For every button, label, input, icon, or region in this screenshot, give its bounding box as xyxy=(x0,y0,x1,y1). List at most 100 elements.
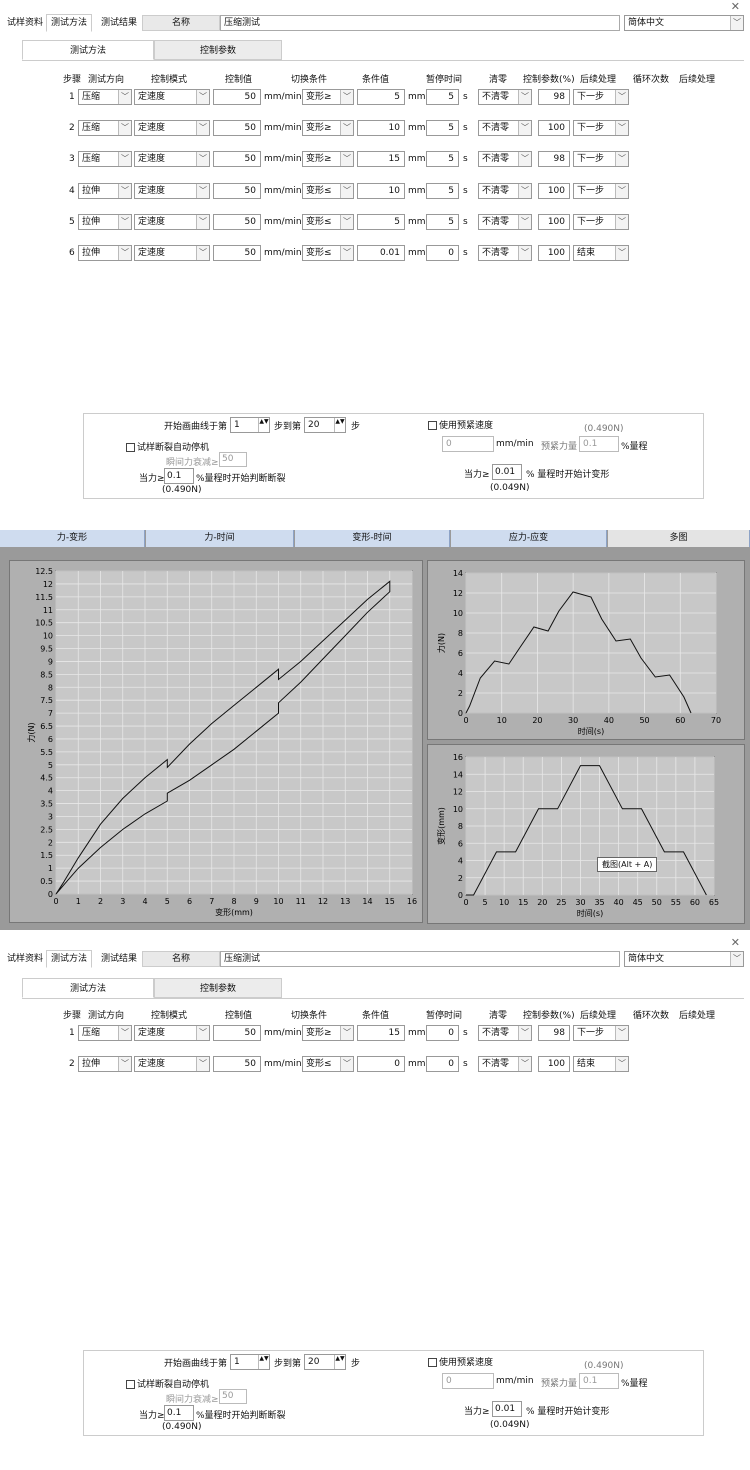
mode-select[interactable]: 定速度 ﹀ xyxy=(134,1025,210,1041)
pause-time-input[interactable]: 5 xyxy=(426,120,459,137)
checkbox-icon[interactable] xyxy=(428,1358,437,1367)
control-param-input[interactable]: 100 xyxy=(538,1056,570,1072)
follow-action-select[interactable]: 结束 ﹀ xyxy=(573,245,629,261)
tab-sample-info[interactable]: 试样资料 xyxy=(7,18,44,28)
drop-input[interactable]: 50 xyxy=(219,1389,247,1404)
control-value-input[interactable]: 50 xyxy=(213,89,261,105)
preload-force-input[interactable]: 0.1 xyxy=(579,436,619,452)
control-value-input[interactable]: 50 xyxy=(213,1025,261,1041)
mode-select[interactable]: 定速度 ﹀ xyxy=(134,120,210,137)
zero-select[interactable]: 不清零 ﹀ xyxy=(478,151,532,168)
force-input[interactable]: 0.1 xyxy=(164,468,194,484)
condition-value-input[interactable]: 10 xyxy=(357,120,405,137)
break-stop-checkbox[interactable]: 试样断裂自动停机 xyxy=(126,1377,209,1390)
mode-select[interactable]: 定速度 ﹀ xyxy=(134,1056,210,1072)
start-step-spinner[interactable]: 1 ▲▼ xyxy=(230,417,270,433)
drop-input[interactable]: 50 xyxy=(219,452,247,467)
spinner-arrows-icon[interactable]: ▲▼ xyxy=(334,1355,345,1369)
zero-select[interactable]: 不清零 ﹀ xyxy=(478,245,532,261)
pause-time-input[interactable]: 0 xyxy=(426,245,459,261)
pause-time-input[interactable]: 5 xyxy=(426,151,459,168)
condition-value-input[interactable]: 15 xyxy=(357,1025,405,1041)
mode-select[interactable]: 定速度 ﹀ xyxy=(134,151,210,168)
direction-select[interactable]: 拉伸 ﹀ xyxy=(78,182,132,199)
follow-action-select[interactable]: 下一步 ﹀ xyxy=(573,182,629,199)
condition-value-input[interactable]: 5 xyxy=(357,89,405,105)
preload-force-input[interactable]: 0.1 xyxy=(579,1373,619,1389)
mode-select[interactable]: 定速度 ﹀ xyxy=(134,245,210,261)
graph-tab-deform-time[interactable]: 变形-时间 xyxy=(295,530,450,547)
control-value-input[interactable]: 50 xyxy=(213,182,261,199)
switch-condition-select[interactable]: 变形≤ ﹀ xyxy=(302,1056,354,1072)
checkbox-icon[interactable] xyxy=(126,1380,135,1389)
control-value-input[interactable]: 50 xyxy=(213,120,261,137)
force2-input[interactable]: 0.01 xyxy=(492,464,522,480)
end-step-spinner[interactable]: 20 ▲▼ xyxy=(304,417,346,433)
subtab-control-params[interactable]: 控制参数 xyxy=(154,978,282,998)
break-stop-checkbox[interactable]: 试样断裂自动停机 xyxy=(126,440,209,453)
tab-test-method[interactable]: 测试方法 xyxy=(46,14,93,32)
condition-value-input[interactable]: 0.01 xyxy=(357,245,405,261)
control-value-input[interactable]: 50 xyxy=(213,245,261,261)
graph-tab-force-deform[interactable]: 力-变形 xyxy=(0,530,145,547)
direction-select[interactable]: 压缩 ﹀ xyxy=(78,89,132,105)
zero-select[interactable]: 不清零 ﹀ xyxy=(478,89,532,105)
preload-speed-input[interactable]: 0 xyxy=(442,436,494,452)
direction-select[interactable]: 拉伸 ﹀ xyxy=(78,245,132,261)
zero-select[interactable]: 不清零 ﹀ xyxy=(478,213,532,230)
close-icon[interactable]: ✕ xyxy=(730,0,740,13)
preload-speed-input[interactable]: 0 xyxy=(442,1373,494,1389)
tab-test-method[interactable]: 测试方法 xyxy=(46,950,93,968)
graph-tab-force-time[interactable]: 力-时间 xyxy=(146,530,294,547)
switch-condition-select[interactable]: 变形≥ ﹀ xyxy=(302,151,354,168)
condition-value-input[interactable]: 10 xyxy=(357,182,405,199)
zero-select[interactable]: 不清零 ﹀ xyxy=(478,1056,532,1072)
direction-select[interactable]: 压缩 ﹀ xyxy=(78,1025,132,1041)
follow-action-select[interactable]: 下一步 ﹀ xyxy=(573,89,629,105)
pause-time-input[interactable]: 5 xyxy=(426,182,459,199)
checkbox-icon[interactable] xyxy=(428,421,437,430)
switch-condition-select[interactable]: 变形≤ ﹀ xyxy=(302,245,354,261)
switch-condition-select[interactable]: 变形≥ ﹀ xyxy=(302,1025,354,1041)
subtab-control-params[interactable]: 控制参数 xyxy=(154,40,282,60)
spinner-arrows-icon[interactable]: ▲▼ xyxy=(258,1355,269,1369)
direction-select[interactable]: 拉伸 ﹀ xyxy=(78,213,132,230)
tab-test-result[interactable]: 测试结果 xyxy=(101,954,138,964)
control-value-input[interactable]: 50 xyxy=(213,1056,261,1072)
control-value-input[interactable]: 50 xyxy=(213,151,261,168)
follow-action-select[interactable]: 下一步 ﹀ xyxy=(573,120,629,137)
mode-select[interactable]: 定速度 ﹀ xyxy=(134,182,210,199)
condition-value-input[interactable]: 0 xyxy=(357,1056,405,1072)
tab-sample-info[interactable]: 试样资料 xyxy=(7,954,44,964)
checkbox-icon[interactable] xyxy=(126,443,135,452)
force2-input[interactable]: 0.01 xyxy=(492,1401,522,1417)
control-param-input[interactable]: 100 xyxy=(538,245,570,261)
follow-action-select[interactable]: 结束 ﹀ xyxy=(573,1056,629,1072)
preload-checkbox[interactable]: 使用预紧速度 xyxy=(428,1355,493,1368)
control-param-input[interactable]: 100 xyxy=(538,120,570,137)
control-param-input[interactable]: 98 xyxy=(538,89,570,105)
name-field[interactable]: 压缩测试 xyxy=(220,15,620,31)
direction-select[interactable]: 压缩 ﹀ xyxy=(78,151,132,168)
start-step-spinner[interactable]: 1 ▲▼ xyxy=(230,1354,270,1370)
pause-time-input[interactable]: 5 xyxy=(426,89,459,105)
control-param-input[interactable]: 100 xyxy=(538,213,570,230)
spinner-arrows-icon[interactable]: ▲▼ xyxy=(258,418,269,432)
name-field[interactable]: 压缩测试 xyxy=(220,951,620,967)
pause-time-input[interactable]: 5 xyxy=(426,213,459,230)
control-param-input[interactable]: 98 xyxy=(538,151,570,168)
graph-tab-stress-strain[interactable]: 应力-应变 xyxy=(451,530,607,547)
switch-condition-select[interactable]: 变形≤ ﹀ xyxy=(302,213,354,230)
preload-checkbox[interactable]: 使用预紧速度 xyxy=(428,418,493,431)
subtab-test-method[interactable]: 测试方法 xyxy=(22,40,154,60)
follow-action-select[interactable]: 下一步 ﹀ xyxy=(573,151,629,168)
close-icon[interactable]: ✕ xyxy=(730,936,740,949)
zero-select[interactable]: 不清零 ﹀ xyxy=(478,1025,532,1041)
control-value-input[interactable]: 50 xyxy=(213,213,261,230)
subtab-test-method[interactable]: 测试方法 xyxy=(22,978,154,998)
graph-tab-multi[interactable]: 多图 xyxy=(608,530,750,547)
follow-action-select[interactable]: 下一步 ﹀ xyxy=(573,213,629,230)
condition-value-input[interactable]: 15 xyxy=(357,151,405,168)
control-param-input[interactable]: 98 xyxy=(538,1025,570,1041)
language-select[interactable]: 简体中文 ﹀ xyxy=(624,15,744,31)
